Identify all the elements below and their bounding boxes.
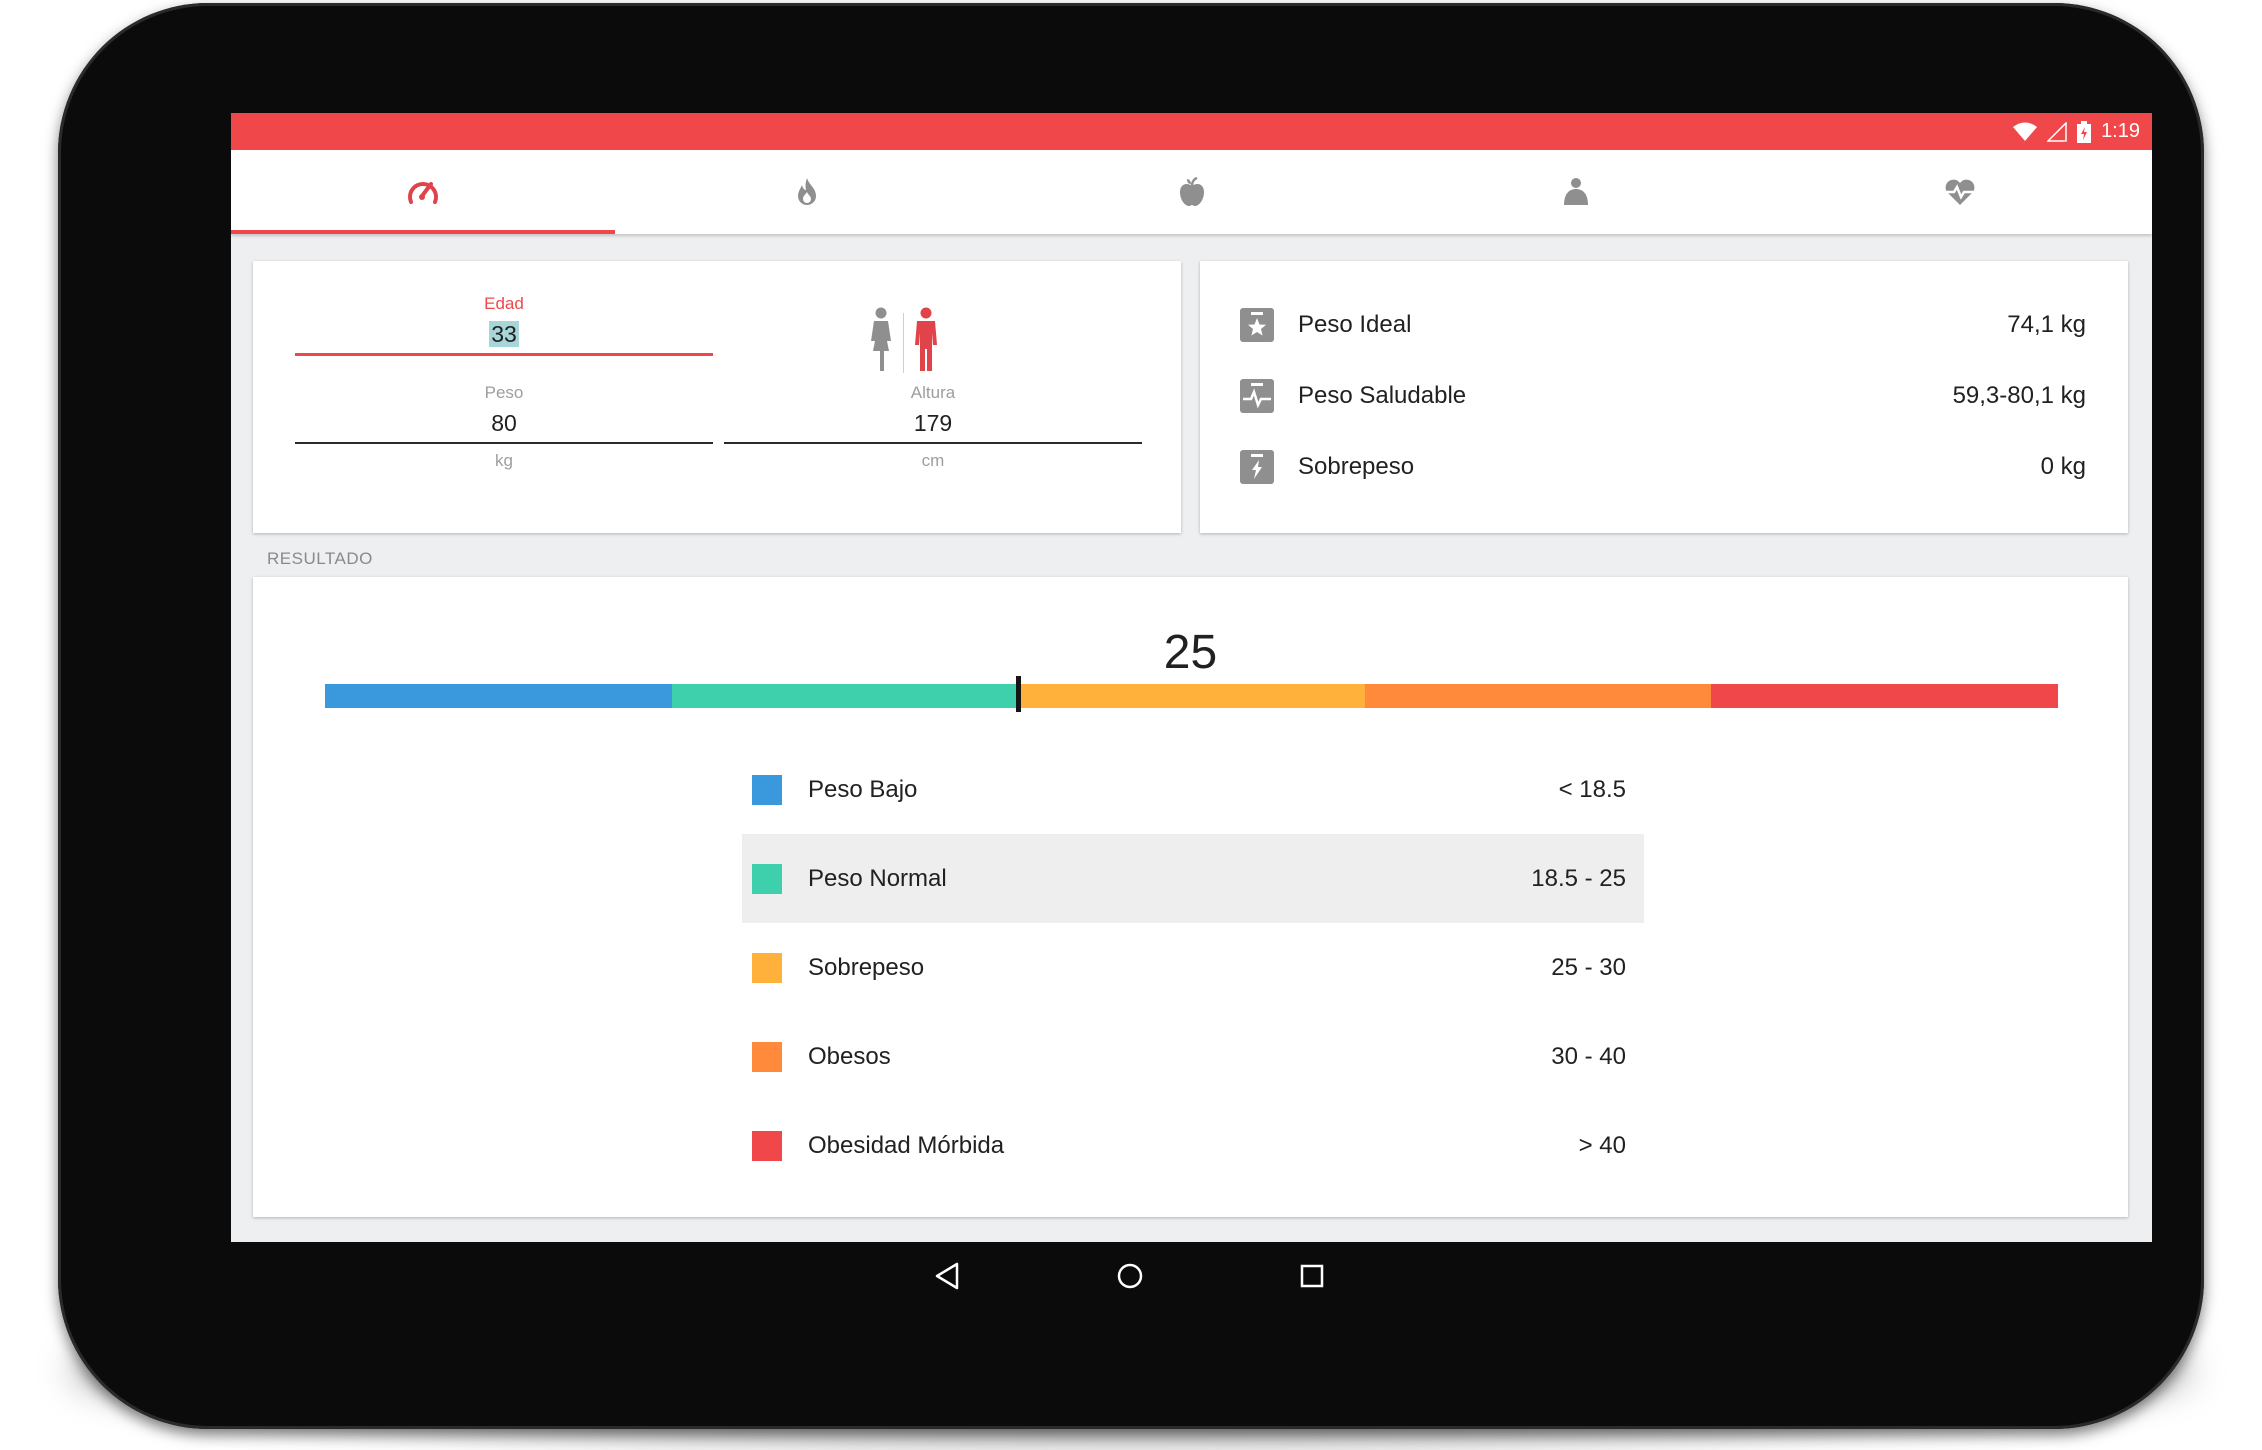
bmi-legend: Peso Bajo < 18.5 Peso Normal 18.5 - 25 S… xyxy=(742,745,1644,1190)
status-time: 1:19 xyxy=(2101,120,2140,142)
legend-swatch xyxy=(752,1041,782,1072)
legend-swatch xyxy=(752,952,782,983)
legend-row-peso-normal: Peso Normal 18.5 - 25 xyxy=(742,834,1644,923)
tab-nutrition[interactable] xyxy=(999,150,1383,234)
weight-name: Peso Saludable xyxy=(1298,382,1467,409)
legend-row-sobrepeso: Sobrepeso 25 - 30 xyxy=(742,923,1644,1012)
legend-row-obesidad-morbida: Obesidad Mórbida > 40 xyxy=(742,1101,1644,1190)
height-input[interactable]: 179 xyxy=(913,410,953,436)
speedometer-icon xyxy=(408,182,439,204)
legend-range: 30 - 40 xyxy=(1551,1042,1626,1070)
flame-icon xyxy=(798,178,817,205)
bolt-scale-icon xyxy=(1240,450,1274,484)
bmi-value: 25 xyxy=(1163,626,1218,679)
legend-range: 18.5 - 25 xyxy=(1531,864,1626,892)
recents-button[interactable] xyxy=(1284,1248,1340,1304)
weight-row-healthy: Peso Saludable 59,3-80,1 kg xyxy=(1240,376,2086,416)
height-label: Altura xyxy=(910,383,956,402)
weight-name: Peso Ideal xyxy=(1298,311,1412,338)
legend-row-obesos: Obesos 30 - 40 xyxy=(742,1012,1644,1101)
weight-row-overweight: Sobrepeso 0 kg xyxy=(1240,447,2086,487)
legend-swatch xyxy=(752,863,782,894)
screen: 1:19 xyxy=(231,113,2152,1242)
weight-row-ideal: Peso Ideal 74,1 kg xyxy=(1240,305,2086,345)
pulse-scale-icon xyxy=(1240,379,1274,413)
weight-field[interactable]: Peso 80 kg xyxy=(295,382,713,478)
tab-bar xyxy=(231,150,2152,234)
bmi-scale-segment xyxy=(671,684,1019,708)
gender-divider xyxy=(902,313,904,373)
age-field[interactable]: Edad 33 xyxy=(295,293,713,356)
status-bar: 1:19 xyxy=(231,113,2152,150)
wifi-icon xyxy=(2013,122,2038,141)
gender-toggle[interactable] xyxy=(863,303,943,373)
back-icon xyxy=(935,1262,959,1290)
legend-name: Obesidad Mórbida xyxy=(808,1131,1005,1159)
weight-label: Peso xyxy=(484,383,524,402)
apple-icon xyxy=(1179,176,1204,206)
star-scale-icon xyxy=(1240,308,1274,342)
status-icons: 1:19 xyxy=(2013,113,2140,150)
body-icon xyxy=(1563,178,1588,205)
weight-value: 74,1 kg xyxy=(2007,311,2086,338)
tab-heart[interactable] xyxy=(1768,150,2152,234)
bmi-scale-segment xyxy=(1711,684,2058,708)
legend-name: Peso Normal xyxy=(808,864,947,892)
result-card: 25 Peso Bajo < 18.5 Peso Normal 18.5 - 2… xyxy=(253,577,2128,1217)
bmi-marker xyxy=(1016,676,1022,712)
tab-bmi[interactable] xyxy=(231,150,616,234)
weight-underline xyxy=(295,442,713,444)
height-field[interactable]: Altura 179 cm xyxy=(724,382,1142,478)
age-value-wrap: 33 xyxy=(295,315,713,353)
weight-value: 59,3-80,1 kg xyxy=(1952,382,2086,409)
male-icon[interactable] xyxy=(912,307,940,373)
weight-name: Sobrepeso xyxy=(1298,453,1415,480)
navigation-bar xyxy=(920,1248,1340,1304)
legend-row-peso-bajo: Peso Bajo < 18.5 xyxy=(742,745,1644,834)
bmi-scale-segment xyxy=(1364,684,1712,708)
tablet-frame: 1:19 xyxy=(58,3,2204,1429)
tab-body[interactable] xyxy=(1384,150,1768,234)
height-unit: cm xyxy=(921,451,945,470)
heart-pulse-icon xyxy=(1945,179,1975,205)
bmi-scale-segment xyxy=(1018,684,1365,708)
weights-card: Peso Ideal 74,1 kg Peso Saludable 59,3-8… xyxy=(1200,261,2128,533)
age-underline xyxy=(295,353,713,356)
battery-charging-icon xyxy=(2077,120,2092,143)
cell-signal-icon xyxy=(2047,121,2067,142)
section-label-result: RESULTADO xyxy=(267,549,373,568)
legend-swatch xyxy=(752,774,782,805)
legend-swatch xyxy=(752,1130,782,1161)
home-icon xyxy=(1117,1263,1143,1289)
bmi-scale-segment xyxy=(325,684,672,708)
tab-calories[interactable] xyxy=(615,150,999,234)
age-label: Edad xyxy=(484,294,524,313)
recents-icon xyxy=(1300,1264,1324,1288)
bmi-scale-bar xyxy=(325,684,2058,708)
female-icon[interactable] xyxy=(867,307,895,373)
weight-unit: kg xyxy=(495,451,513,470)
legend-range: < 18.5 xyxy=(1558,775,1626,803)
back-button[interactable] xyxy=(920,1248,976,1304)
legend-range: > 40 xyxy=(1578,1131,1626,1159)
input-card: Edad 33 Peso 80 kg xyxy=(253,261,1181,533)
weight-value: 0 kg xyxy=(2040,453,2086,480)
legend-name: Obesos xyxy=(808,1042,891,1070)
age-input[interactable]: 33 xyxy=(489,321,519,347)
weight-input[interactable]: 80 xyxy=(491,410,517,436)
height-underline xyxy=(724,442,1142,444)
legend-name: Sobrepeso xyxy=(808,953,925,981)
legend-range: 25 - 30 xyxy=(1551,953,1626,981)
legend-name: Peso Bajo xyxy=(808,775,918,803)
home-button[interactable] xyxy=(1102,1248,1158,1304)
